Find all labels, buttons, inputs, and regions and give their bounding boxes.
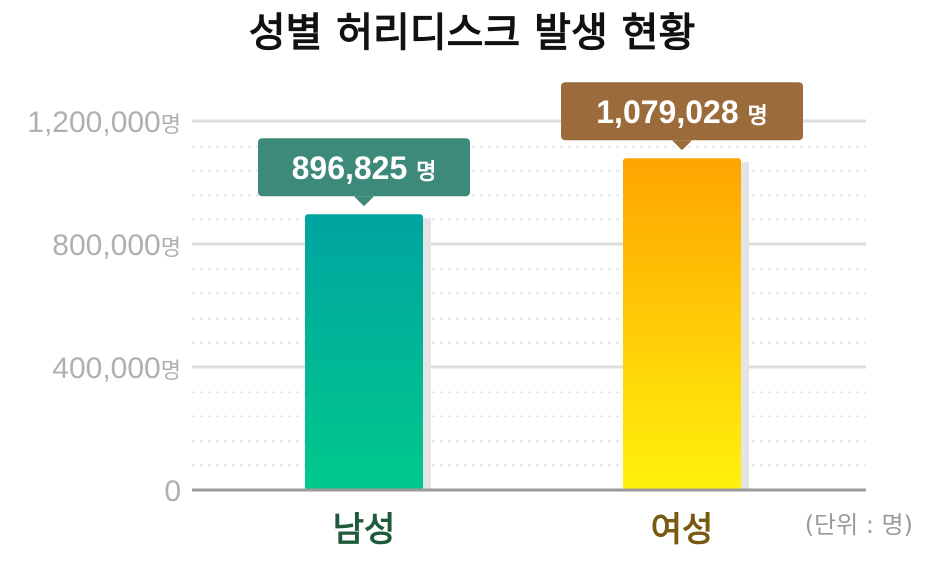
callout-pointer bbox=[354, 196, 374, 207]
data-label: 896,825 명 bbox=[292, 150, 437, 186]
x-axis: 남성 여성 bbox=[192, 488, 866, 550]
data-label-unit: 명 bbox=[748, 104, 768, 129]
value-callout: 896,825 명 bbox=[258, 138, 470, 207]
y-tick-label: 400,000명 bbox=[52, 352, 181, 385]
y-tick-label: 0 bbox=[164, 475, 181, 508]
callout-pointer bbox=[672, 140, 692, 151]
bar-male bbox=[305, 214, 423, 490]
y-tick-value: 0 bbox=[164, 475, 181, 508]
y-tick-unit: 명 bbox=[161, 112, 181, 137]
data-label: 1,079,028 명 bbox=[596, 94, 768, 130]
unit-note: (단위 : 명) bbox=[805, 511, 913, 539]
data-label-value: 1,079,028 bbox=[596, 94, 747, 130]
callout-box bbox=[258, 138, 470, 197]
value-callout: 1,079,028 명 bbox=[561, 82, 803, 151]
chart-title: 성별 허리디스크 발생 현황 bbox=[249, 10, 696, 56]
bars: 896,825 명1,079,028 명 bbox=[258, 82, 803, 490]
y-tick-unit: 명 bbox=[161, 358, 181, 383]
x-category-label: 남성 bbox=[333, 510, 396, 550]
y-tick-label: 800,000명 bbox=[52, 229, 181, 262]
data-label-unit: 명 bbox=[416, 160, 436, 185]
x-category-label: 여성 bbox=[651, 510, 714, 550]
y-tick-unit: 명 bbox=[161, 235, 181, 260]
y-tick-value: 400,000 bbox=[52, 352, 160, 385]
bar-female bbox=[623, 158, 741, 490]
y-tick-value: 800,000 bbox=[52, 229, 160, 262]
callout-box bbox=[561, 82, 803, 141]
y-tick-value: 1,200,000 bbox=[27, 106, 160, 139]
data-label-value: 896,825 bbox=[292, 150, 417, 186]
y-tick-label: 1,200,000명 bbox=[27, 106, 181, 139]
